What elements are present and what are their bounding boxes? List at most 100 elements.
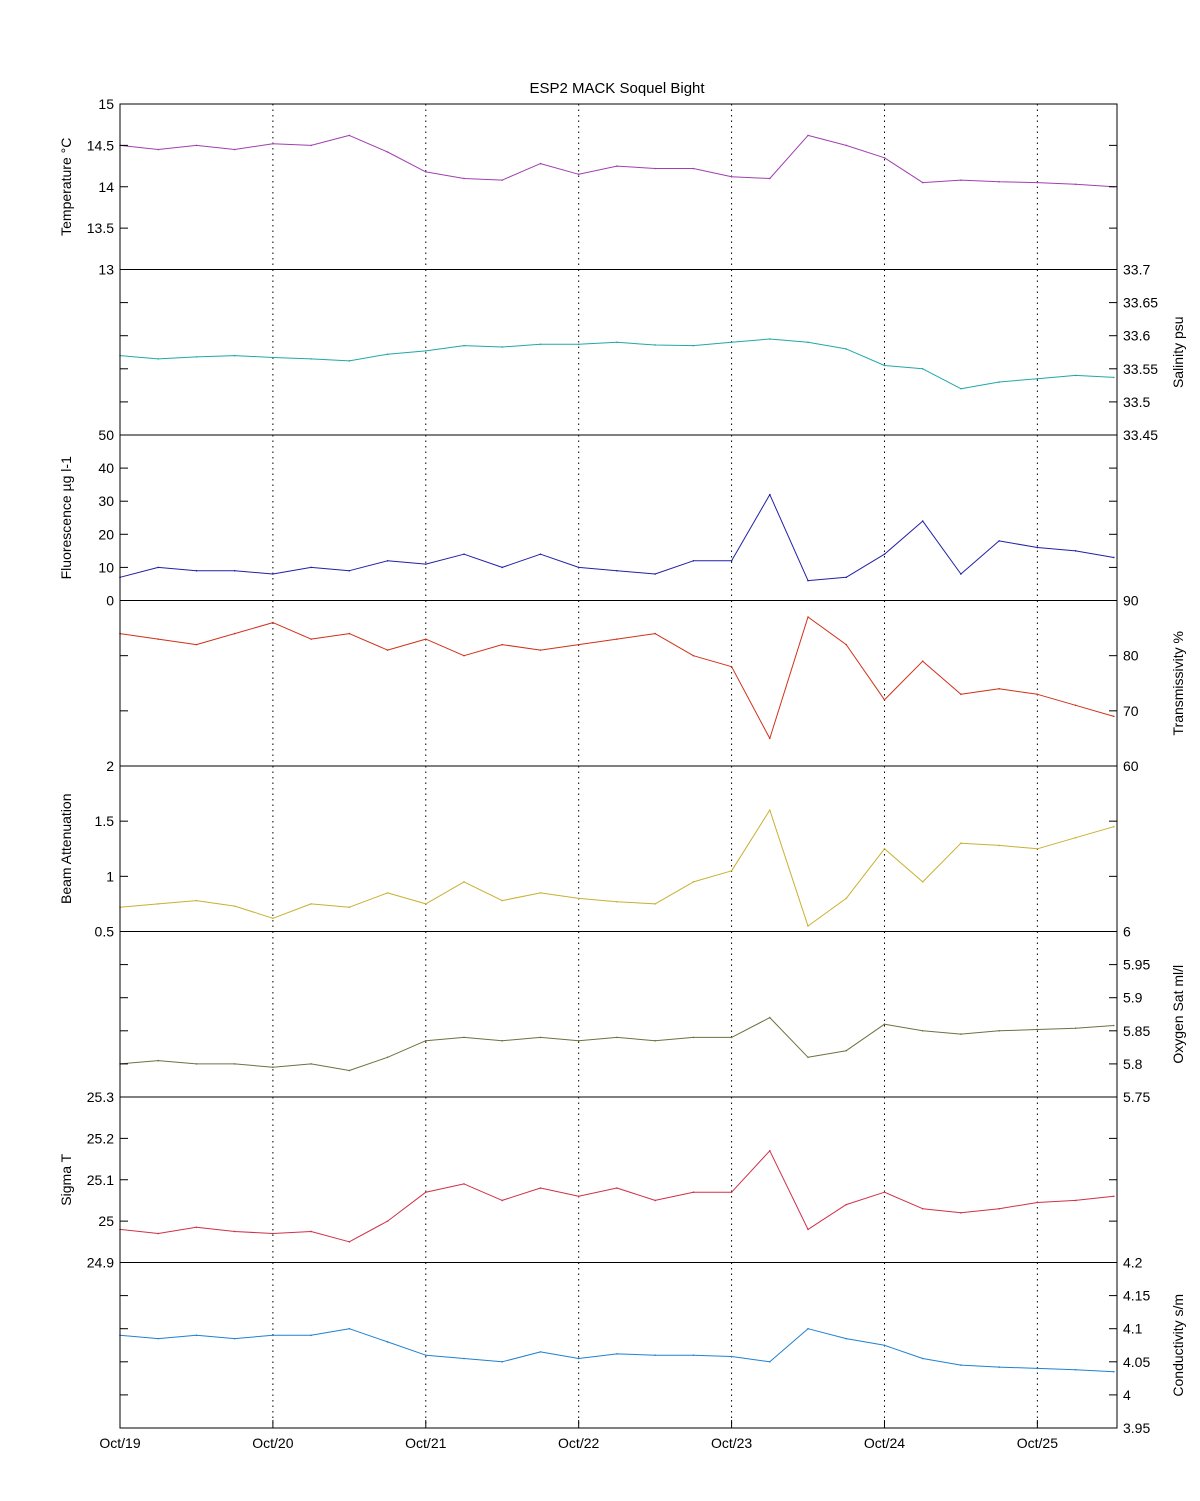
data-point: [577, 1357, 580, 1360]
data-point: [807, 134, 809, 137]
data-point: [272, 356, 274, 359]
data-point: [539, 162, 542, 165]
data-point: [348, 134, 351, 137]
data-point: [272, 573, 274, 575]
panel-2: 33.45 33.5 33.55 33.6 33.65 33.7 Salinity psu: [119, 262, 1186, 443]
data-point: [157, 566, 160, 569]
data-point: [654, 1354, 656, 1356]
data-point: [769, 1361, 771, 1363]
data-point: [539, 1187, 542, 1189]
data-point: [539, 1351, 542, 1353]
data-point: [195, 1063, 198, 1065]
data-point: [1113, 1370, 1115, 1373]
data-point: [386, 1341, 389, 1343]
data-point: [348, 1069, 351, 1072]
series-line: [119, 338, 1114, 390]
data-point: [998, 381, 1000, 383]
data-point: [730, 870, 733, 872]
data-point: [616, 341, 618, 344]
data-point: [577, 1195, 580, 1198]
data-point: [730, 559, 733, 562]
data-point: [195, 1334, 198, 1337]
data-point: [1074, 836, 1077, 839]
data-point: [463, 881, 465, 883]
panel-frame: [119, 1262, 1118, 1429]
data-point: [463, 344, 465, 347]
y-tick-label: 90: [1123, 593, 1139, 609]
data-point: [845, 897, 848, 900]
data-point: [921, 368, 924, 370]
data-point: [1074, 1368, 1077, 1371]
data-point: [463, 1183, 465, 1185]
data-point: [921, 660, 924, 662]
data-point: [1113, 1195, 1115, 1198]
y-axis-label: Temperature °C: [58, 138, 74, 236]
data-point: [348, 569, 351, 572]
data-point: [348, 906, 351, 909]
data-point: [424, 350, 427, 352]
data-point: [807, 925, 809, 927]
data-point: [1036, 546, 1039, 549]
x-tick-label: Oct/24: [864, 1435, 905, 1451]
y-tick-label: 4.2: [1123, 1255, 1143, 1271]
data-point: [501, 346, 504, 348]
x-tick-label: Oct/23: [711, 1435, 752, 1451]
y-tick-label: 50: [98, 427, 114, 443]
panel-frame: [119, 269, 1118, 436]
y-tick-label: 14.5: [87, 137, 114, 153]
data-point: [386, 649, 389, 651]
data-point: [654, 1199, 656, 1202]
y-tick-label: 20: [98, 526, 114, 542]
x-tick-label: Oct/19: [99, 1435, 140, 1451]
data-point: [272, 1232, 274, 1235]
data-point: [501, 899, 504, 902]
data-point: [577, 566, 580, 569]
data-point: [616, 900, 618, 903]
panel-5: 0.5 1 1.5 2 Beam Attenuation: [58, 758, 1118, 940]
data-point: [921, 1030, 924, 1032]
y-tick-label: 4.05: [1123, 1354, 1150, 1370]
data-point: [233, 1337, 236, 1340]
data-point: [463, 654, 465, 657]
data-point: [730, 665, 733, 668]
data-point: [692, 344, 695, 347]
data-point: [386, 1220, 389, 1222]
data-point: [1074, 550, 1077, 552]
data-point: [692, 881, 695, 883]
data-point: [272, 917, 274, 920]
y-tick-label: 13: [98, 262, 114, 278]
data-point: [960, 842, 962, 845]
data-point: [233, 569, 236, 572]
data-point: [960, 387, 962, 390]
data-point: [807, 1056, 809, 1059]
data-point: [310, 1230, 312, 1233]
y-tick-label: 33.55: [1123, 361, 1158, 377]
data-point: [424, 171, 427, 173]
data-point: [769, 493, 771, 496]
y-axis-label: Beam Attenuation: [58, 793, 74, 904]
data-point: [386, 353, 389, 356]
data-point: [654, 903, 656, 905]
data-point: [463, 1357, 465, 1360]
data-point: [157, 1337, 160, 1340]
x-tick-label: Oct/21: [405, 1435, 446, 1451]
y-tick-label: 10: [98, 559, 114, 575]
data-point: [310, 144, 312, 147]
chart-title: ESP2 MACK Soquel Bight: [529, 80, 705, 97]
data-point: [921, 181, 924, 184]
y-tick-label: 33.5: [1123, 394, 1150, 410]
data-point: [845, 1337, 848, 1340]
data-point: [1113, 715, 1115, 718]
y-tick-label: 5.95: [1123, 957, 1150, 973]
data-point: [921, 881, 924, 883]
data-point: [807, 1327, 809, 1330]
y-tick-label: 5.9: [1123, 990, 1143, 1006]
data-point: [233, 148, 236, 151]
y-tick-label: 33.45: [1123, 427, 1158, 443]
data-point: [654, 1039, 656, 1042]
y-axis-label: Salinity psu: [1170, 316, 1186, 388]
y-tick-label: 33.6: [1123, 328, 1150, 344]
data-point: [501, 1199, 504, 1202]
data-point: [654, 632, 656, 635]
